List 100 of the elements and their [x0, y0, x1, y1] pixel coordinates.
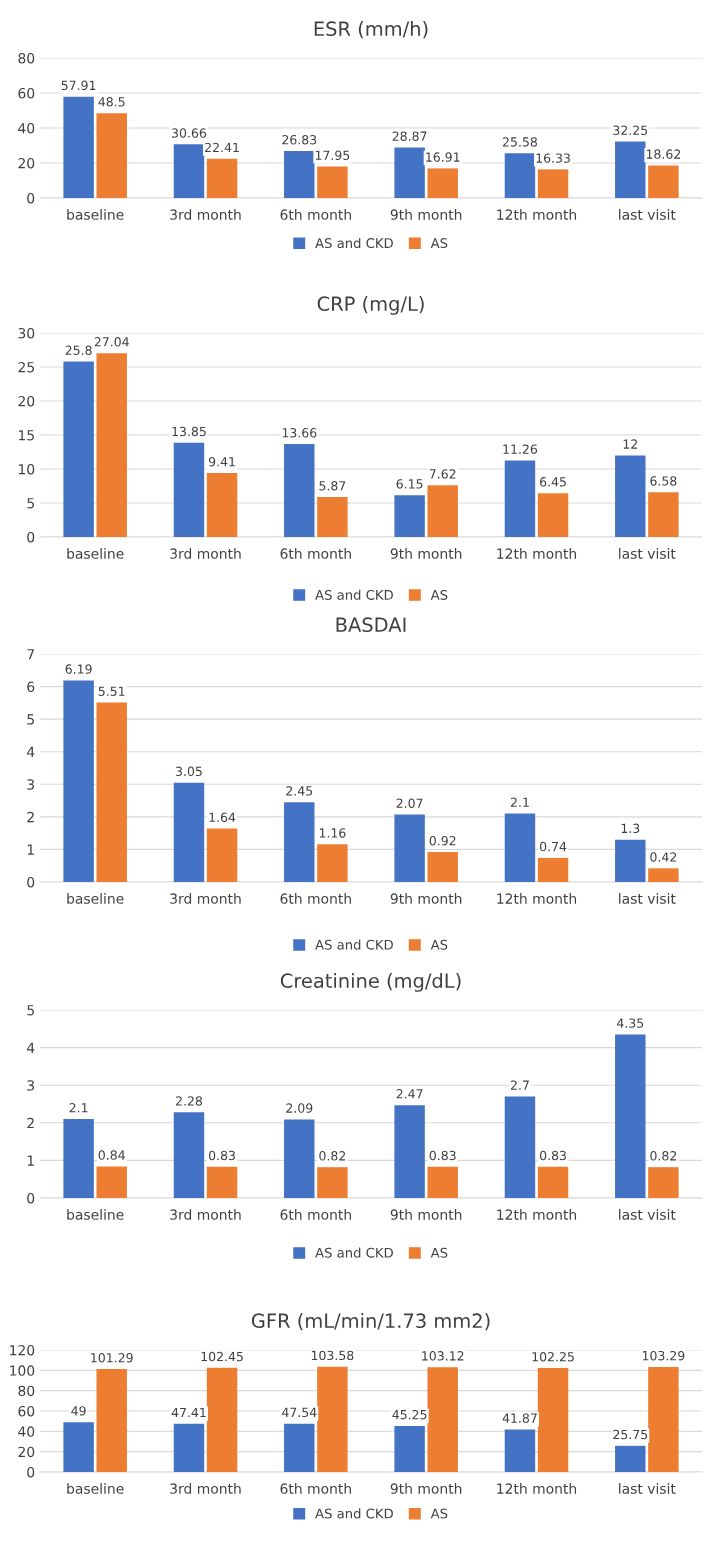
bar [206, 158, 238, 198]
y-tick-label: 5 [27, 1005, 34, 1016]
bar [284, 1119, 315, 1198]
x-tick-label: baseline [67, 893, 124, 904]
data-label: 26.83 [282, 135, 317, 145]
data-label: 57.91 [61, 80, 96, 91]
legend-label: AS [430, 939, 448, 950]
y-tick-label: 4 [26, 1042, 35, 1053]
bar [648, 165, 679, 198]
data-label: 2.28 [175, 1096, 203, 1106]
x-tick-label: 6th month [280, 893, 351, 904]
y-tick-label: 25 [18, 361, 34, 373]
bar [96, 1166, 127, 1198]
bar [63, 1119, 94, 1198]
data-label: 2.45 [286, 786, 313, 796]
data-label: 11.26 [503, 444, 538, 454]
legend-label: AS and CKD [315, 939, 393, 950]
data-label: 25.75 [613, 1429, 648, 1440]
bar [504, 1429, 536, 1472]
bar [173, 442, 205, 537]
data-label: 2.07 [396, 798, 423, 808]
x-tick-label: baseline [67, 1209, 124, 1220]
bar [537, 1368, 569, 1472]
data-label: 45.25 [392, 1409, 427, 1420]
x-tick-label: last visit [619, 209, 676, 220]
bar [206, 473, 238, 537]
bar [284, 444, 315, 537]
bar [206, 1166, 238, 1198]
data-label: 6.45 [540, 477, 566, 487]
y-tick-label: 60 [18, 87, 35, 99]
data-label: 103.29 [642, 1350, 685, 1361]
data-label: 7.62 [429, 469, 456, 479]
data-label: 0.83 [539, 1150, 566, 1161]
x-tick-label: 9th month [390, 209, 462, 220]
data-label: 25.8 [65, 345, 92, 355]
bar [394, 147, 425, 198]
y-tick-label: 1 [27, 844, 34, 855]
x-tick-label: 9th month [390, 893, 462, 904]
data-label: 101.29 [91, 1352, 133, 1363]
x-tick-label: 6th month [280, 548, 351, 559]
y-tick-label: 40 [18, 122, 35, 134]
bar [427, 485, 458, 537]
y-tick-label: 7 [27, 649, 34, 660]
data-label: 18.62 [646, 149, 681, 159]
bar [537, 493, 569, 537]
y-tick-label: 6 [27, 681, 35, 693]
y-tick-label: 1 [27, 1155, 34, 1166]
x-tick-label: 9th month [390, 1483, 462, 1494]
data-label: 0.82 [319, 1151, 346, 1161]
data-label: 2.47 [396, 1089, 423, 1099]
data-label: 1.3 [621, 823, 640, 834]
x-tick-label: 12th month [497, 209, 577, 220]
legend-label: AS [430, 1508, 448, 1519]
x-tick-label: last visit [619, 1209, 676, 1220]
y-tick-label: 60 [18, 1405, 35, 1417]
x-tick-label: 12th month [497, 548, 577, 559]
bar [648, 868, 679, 882]
data-label: 2.09 [286, 1103, 313, 1113]
data-label: 3.05 [175, 766, 202, 777]
x-tick-label: 3rd month [170, 1209, 241, 1220]
chart-title: Creatinine (mg/dL) [280, 973, 461, 992]
y-tick-label: 15 [18, 430, 34, 441]
data-label: 103.58 [311, 1350, 354, 1361]
x-tick-label: 12th month [497, 1209, 577, 1220]
y-tick-label: 3 [27, 779, 35, 790]
bar [427, 852, 458, 882]
data-label: 6.58 [650, 476, 677, 486]
bar [394, 814, 425, 882]
data-label: 0.92 [429, 835, 456, 846]
bar [317, 497, 348, 537]
data-label: 0.83 [208, 1150, 235, 1161]
bar [96, 1369, 127, 1472]
x-tick-label: last visit [619, 1483, 676, 1494]
x-tick-label: 3rd month [170, 893, 241, 904]
data-label: 2.7 [510, 1080, 529, 1090]
bar [63, 361, 94, 537]
data-label: 102.25 [532, 1352, 574, 1362]
data-label: 1.16 [319, 828, 346, 838]
y-tick-label: 30 [18, 327, 35, 339]
y-tick-label: 2 [27, 1117, 34, 1129]
data-label: 27.04 [94, 337, 129, 347]
y-tick-label: 3 [27, 1080, 35, 1091]
bar [615, 455, 646, 537]
bar [615, 839, 646, 882]
bar [394, 1426, 425, 1472]
bar [394, 1105, 425, 1198]
data-label: 103.12 [422, 1351, 464, 1361]
x-tick-label: 6th month [280, 209, 351, 220]
y-tick-label: 40 [18, 1426, 35, 1437]
data-label: 48.5 [98, 97, 125, 107]
data-label: 13.85 [172, 426, 206, 437]
x-tick-label: 12th month [497, 893, 577, 904]
x-tick-label: baseline [67, 1483, 124, 1494]
x-tick-label: 9th month [390, 1209, 462, 1220]
y-tick-label: 0 [27, 1192, 35, 1204]
y-tick-label: 10 [18, 463, 35, 475]
y-tick-label: 4 [26, 746, 35, 757]
bar [63, 1422, 94, 1472]
x-tick-label: 3rd month [170, 1483, 241, 1494]
bar [96, 702, 127, 882]
